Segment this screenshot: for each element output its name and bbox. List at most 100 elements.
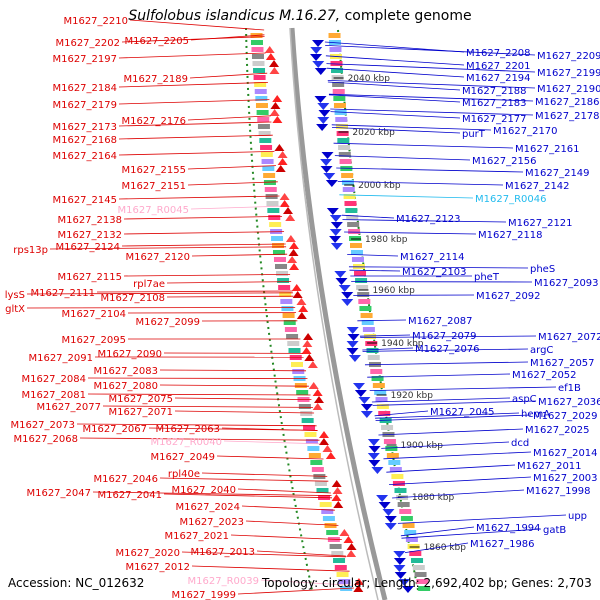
cog-category-block	[339, 159, 352, 164]
gene-label-reverse: M1627_2080	[93, 381, 158, 392]
cog-category-block	[251, 54, 264, 59]
reverse-label-connector	[190, 34, 265, 41]
gene-label-forward: M1627_2036	[538, 397, 600, 408]
reverse-gene-arrow	[322, 445, 333, 452]
cog-category-block	[332, 82, 345, 87]
cog-category-block	[335, 124, 348, 129]
gene-label-forward: M1627_2149	[525, 168, 590, 179]
cog-category-block	[338, 152, 351, 157]
forward-gene-arrow	[320, 159, 333, 166]
reverse-label-connector	[181, 551, 347, 558]
cog-category-block	[370, 369, 383, 374]
organism-name: Sulfolobus islandicus M.16.27,	[128, 8, 341, 24]
reverse-label-connector	[201, 472, 328, 477]
kbp-tick-label: 1960 kbp	[372, 286, 415, 296]
forward-gene-arrow	[316, 124, 329, 131]
gene-label-forward: pheS	[530, 264, 555, 275]
gene-label-reverse: M1627_2047	[26, 488, 91, 499]
reverse-gene-arrow	[318, 431, 329, 438]
gene-label-forward: aspC	[512, 394, 537, 405]
forward-label-connector	[327, 81, 461, 91]
accession-value: NC_012632	[75, 576, 145, 590]
cog-category-block	[358, 299, 371, 304]
cog-category-block	[376, 404, 389, 409]
cog-category-block	[392, 481, 405, 486]
reverse-gene-arrow	[269, 109, 280, 116]
cog-category-block	[344, 201, 357, 206]
gene-label-forward: M1627_2123	[396, 214, 461, 225]
forward-gene-arrow	[378, 502, 391, 509]
reverse-label-connector	[159, 369, 307, 372]
forward-gene-arrow	[341, 299, 354, 306]
forward-label-connector	[344, 231, 477, 235]
reverse-label-connector	[79, 437, 320, 441]
forward-label-connector	[357, 319, 407, 322]
forward-gene-arrow	[310, 47, 323, 54]
cog-category-block	[314, 481, 327, 486]
forward-label-connector	[331, 124, 492, 131]
forward-gene-arrow	[346, 341, 359, 348]
cog-category-block	[385, 446, 398, 451]
cog-category-block	[412, 565, 425, 570]
forward-gene-arrow	[401, 586, 414, 593]
cog-category-block	[304, 432, 317, 437]
reverse-label-connector	[166, 295, 294, 298]
gene-label-forward: pheT	[474, 272, 500, 283]
reverse-label-connector	[118, 121, 272, 127]
cog-category-block	[301, 418, 314, 423]
kbp-tick-label: 1880 kbp	[412, 493, 455, 503]
gene-label-forward: M1627_2087	[408, 316, 473, 327]
cog-category-block	[334, 565, 347, 570]
reverse-label-connector	[159, 384, 309, 387]
gene-label-reverse: M1627_2189	[123, 74, 188, 85]
forward-gene-arrow	[346, 327, 359, 334]
forward-gene-arrow	[354, 390, 367, 397]
reverse-gene-arrow	[296, 312, 307, 319]
gene-label-reverse: M1627_2075	[108, 394, 173, 405]
gene-label-reverse: M1627_2124	[55, 242, 120, 253]
cog-category-block	[336, 131, 349, 136]
reverse-label-connector	[189, 72, 268, 79]
gene-label-reverse: M1627_2145	[52, 195, 117, 206]
forward-gene-arrow	[394, 572, 407, 579]
forward-label-connector	[327, 80, 536, 89]
cog-category-block	[259, 138, 272, 143]
cog-category-block	[267, 208, 280, 213]
cog-category-block	[343, 194, 356, 199]
feature-layer	[250, 33, 431, 593]
cog-category-block	[336, 572, 349, 577]
forward-label-connector	[362, 347, 414, 351]
reverse-label-connector	[163, 493, 333, 499]
reverse-label-connector	[76, 423, 317, 427]
reverse-gene-arrow	[301, 347, 312, 354]
forward-gene-arrow	[358, 397, 371, 404]
gene-label-reverse: M1627_2071	[108, 407, 173, 418]
cog-category-block	[331, 551, 344, 556]
gene-label-reverse: rpl40e	[168, 469, 200, 480]
cog-category-block	[418, 586, 431, 591]
reverse-label-connector	[221, 427, 318, 431]
gene-label-reverse: M1627_2091	[28, 353, 93, 364]
reverse-gene-arrow	[302, 340, 313, 347]
genes-label: Genes:	[511, 576, 554, 590]
cog-category-block	[280, 299, 293, 304]
forward-gene-arrow	[347, 334, 360, 341]
gene-label-forward: M1627_2170	[493, 126, 558, 137]
forward-gene-arrow	[330, 243, 343, 250]
cog-category-block	[288, 348, 301, 353]
forward-label-connector	[330, 108, 534, 116]
reverse-gene-arrow	[285, 235, 296, 242]
gene-label-reverse: M1627_2020	[115, 548, 180, 559]
cog-category-block	[411, 558, 424, 563]
forward-label-connector	[325, 45, 536, 56]
reverse-gene-arrow	[288, 249, 299, 256]
gene-label-reverse: M1627_2197	[52, 54, 117, 65]
forward-gene-arrow	[310, 54, 323, 61]
gene-label-reverse: M1627_2063	[155, 424, 220, 435]
cog-category-block	[347, 222, 360, 227]
cog-category-block	[276, 271, 289, 276]
reverse-gene-arrow	[331, 480, 342, 487]
gene-label-reverse: M1627_2202	[55, 38, 120, 49]
forward-gene-arrow	[367, 439, 380, 446]
